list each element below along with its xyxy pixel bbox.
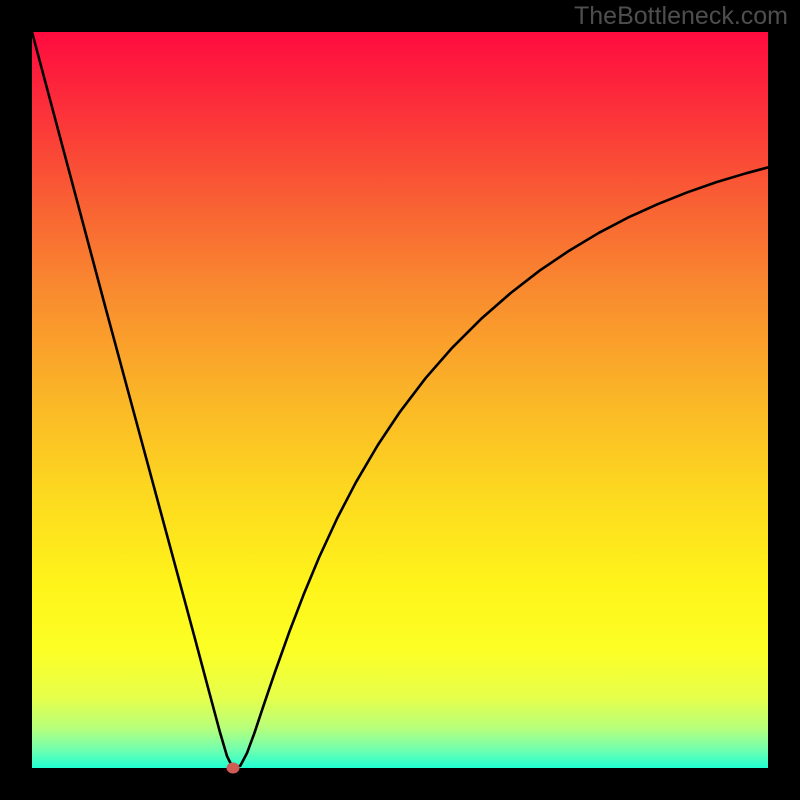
plot-area — [32, 32, 768, 768]
watermark-text: TheBottleneck.com — [574, 2, 788, 31]
chart-container: TheBottleneck.com — [0, 0, 800, 800]
optimal-point-marker — [226, 763, 239, 774]
bottleneck-curve — [32, 32, 768, 768]
